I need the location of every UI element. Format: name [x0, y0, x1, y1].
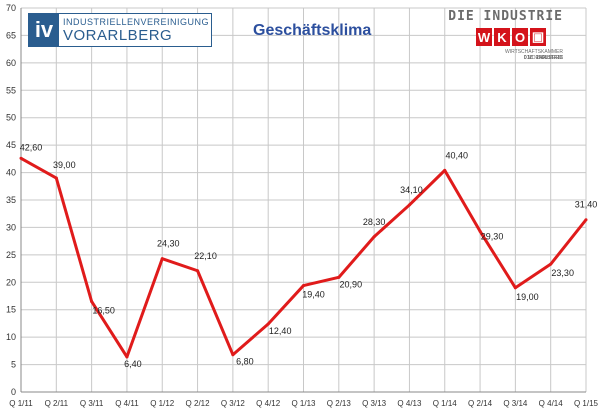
iv-logo-mark: iv: [29, 14, 59, 46]
y-tick-label: 50: [6, 113, 16, 123]
wko-letter-o: O: [512, 28, 528, 46]
x-tick-label: Q 2/12: [186, 399, 211, 408]
data-point: [19, 156, 23, 160]
data-label: 34,10: [400, 185, 423, 195]
iv-logo: iv INDUSTRIELLENVEREINIGUNG VORARLBERG: [28, 13, 212, 47]
x-tick-label: Q 2/11: [45, 399, 69, 408]
y-tick-label: 70: [6, 3, 16, 13]
x-tick-label: Q 1/15: [574, 399, 599, 408]
wko-letter-w: W: [476, 28, 492, 46]
data-label: 6,80: [236, 357, 254, 367]
data-label: 23,30: [551, 268, 574, 278]
y-tick-label: 40: [6, 168, 16, 178]
y-tick-label: 65: [6, 30, 16, 40]
data-label: 22,10: [194, 251, 217, 261]
wko-letter-k: K: [494, 28, 510, 46]
x-tick-label: Q 2/14: [468, 399, 493, 408]
y-tick-label: 55: [6, 85, 16, 95]
data-label: 24,30: [157, 239, 180, 249]
y-tick-label: 60: [6, 58, 16, 68]
y-tick-label: 5: [11, 360, 16, 370]
x-tick-label: Q 4/12: [256, 399, 281, 408]
data-point: [372, 235, 376, 239]
data-label: 29,30: [481, 231, 504, 241]
x-tick-label: Q 4/13: [397, 399, 422, 408]
x-tick-label: Q 1/14: [433, 399, 458, 408]
data-label: 28,30: [363, 217, 386, 227]
data-point: [90, 299, 94, 303]
wko-logo: W K O ▣: [476, 28, 546, 46]
x-tick-label: Q 4/11: [115, 399, 139, 408]
x-tick-label: Q 2/13: [327, 399, 352, 408]
data-point: [160, 257, 164, 261]
data-point: [54, 176, 58, 180]
x-tick-label: Q 1/11: [9, 399, 33, 408]
data-point: [478, 229, 482, 233]
wko-logo-subtitle: WIRTSCHAFTSKAMMER VORARLBERG: [505, 49, 563, 61]
data-point: [302, 284, 305, 288]
iv-logo-line2: VORARLBERG: [63, 26, 173, 44]
x-tick-label: Q 3/12: [221, 399, 246, 408]
data-label: 19,00: [516, 292, 539, 302]
data-label: 40,40: [445, 150, 468, 160]
y-tick-label: 30: [6, 222, 16, 232]
x-tick-label: Q 1/13: [291, 399, 316, 408]
y-tick-label: 35: [6, 195, 16, 205]
data-label: 31,40: [575, 200, 598, 210]
y-tick-label: 25: [6, 250, 16, 260]
wko-logo-title: DIE INDUSTRIE: [448, 9, 563, 24]
x-tick-label: Q 3/13: [362, 399, 387, 408]
y-tick-label: 15: [6, 305, 16, 315]
data-point: [549, 262, 553, 266]
data-label: 16,50: [92, 305, 115, 315]
data-point: [337, 275, 341, 279]
x-tick-label: Q 3/14: [503, 399, 528, 408]
data-label: 6,40: [124, 359, 142, 369]
data-point: [513, 286, 517, 290]
data-point: [407, 203, 411, 207]
data-label: 42,60: [20, 142, 43, 152]
data-point: [584, 218, 588, 222]
x-tick-label: Q 4/14: [539, 399, 564, 408]
data-point: [196, 269, 200, 273]
wko-logo-subtitle2: DIE INDUSTRIE: [523, 55, 563, 61]
data-point: [125, 355, 129, 359]
data-label: 20,90: [340, 279, 363, 289]
y-tick-label: 45: [6, 140, 16, 150]
iv-logo-line1: INDUSTRIELLENVEREINIGUNG: [63, 16, 210, 27]
data-point: [231, 353, 235, 357]
y-tick-label: 20: [6, 277, 16, 287]
data-label: 19,40: [302, 290, 325, 300]
x-tick-label: Q 1/12: [150, 399, 175, 408]
data-label: 12,40: [269, 326, 292, 336]
data-point: [266, 322, 270, 326]
x-tick-label: Q 3/11: [80, 399, 104, 408]
data-label: 39,00: [53, 160, 76, 170]
y-tick-label: 0: [11, 387, 16, 397]
y-tick-label: 10: [6, 332, 16, 342]
data-point: [443, 168, 447, 172]
chart-title: Geschäftsklima: [253, 22, 372, 39]
wko-emblem-icon: ▣: [530, 28, 546, 46]
